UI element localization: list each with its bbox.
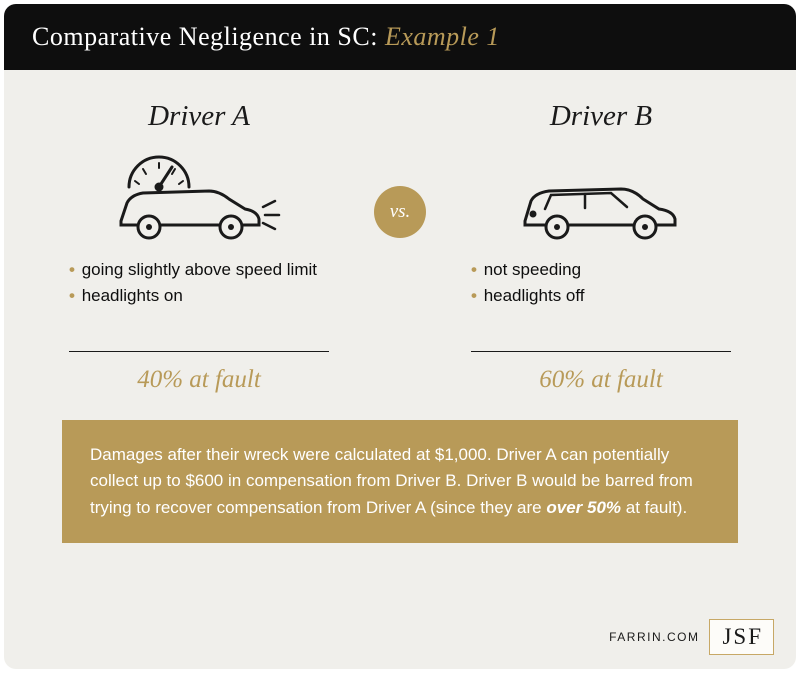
driver-a-fault: 40% at fault	[137, 366, 261, 394]
site-url: FARRIN.COM	[609, 630, 699, 644]
driver-b-fault: 60% at fault	[539, 366, 663, 394]
driver-a-bullets: going slightly above speed limit headlig…	[69, 257, 329, 335]
list-item: not speeding	[471, 257, 731, 283]
infographic-card: Comparative Negligence in SC: Example 1 …	[4, 4, 796, 669]
title-example: Example 1	[385, 22, 500, 51]
damages-text-2: at fault).	[621, 498, 687, 517]
comparison-row: Driver A	[4, 70, 796, 394]
vs-badge: vs.	[374, 186, 426, 238]
header-bar: Comparative Negligence in SC: Example 1	[4, 4, 796, 70]
divider-line	[69, 351, 329, 352]
divider-line	[471, 351, 731, 352]
driver-b-title: Driver B	[550, 100, 652, 133]
driver-a-title: Driver A	[148, 100, 250, 133]
jsf-logo: JSF	[709, 619, 774, 655]
car-speeding-icon	[99, 151, 299, 243]
damages-bold: over 50%	[546, 498, 621, 517]
driver-b-bullets: not speeding headlights off	[471, 257, 731, 335]
footer: FARRIN.COM JSF	[609, 619, 774, 655]
list-item: headlights on	[69, 283, 329, 309]
list-item: going slightly above speed limit	[69, 257, 329, 283]
list-item: headlights off	[471, 283, 731, 309]
title-prefix: Comparative Negligence in SC:	[32, 22, 378, 51]
damages-summary-box: Damages after their wreck were calculate…	[62, 420, 738, 543]
driver-a-column: Driver A	[44, 100, 354, 394]
page-title: Comparative Negligence in SC: Example 1	[32, 22, 768, 52]
driver-b-column: Driver B not speeding headlights off	[446, 100, 756, 394]
car-basic-icon	[501, 151, 701, 243]
